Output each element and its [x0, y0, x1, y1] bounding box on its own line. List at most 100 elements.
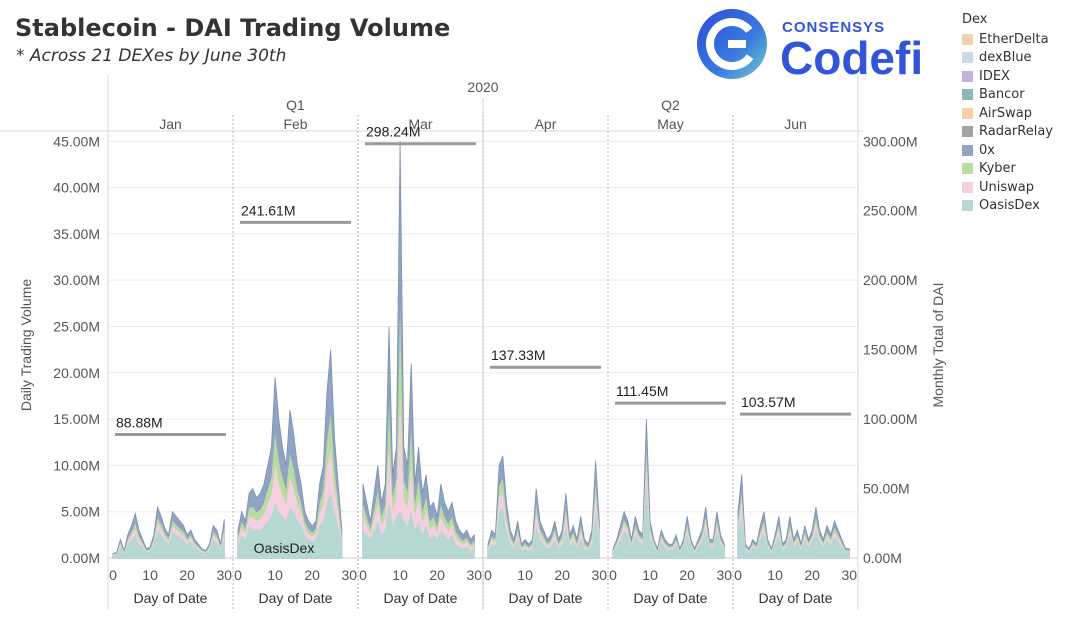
y-tick-label: 10.00M — [53, 457, 100, 473]
y2-tick-label: 100.00M — [863, 411, 917, 427]
legend-item: IDEX — [962, 67, 1072, 86]
area-oasisdex — [488, 507, 600, 558]
legend-item: EtherDelta — [962, 30, 1072, 49]
x-tick-label: 0 — [109, 567, 117, 583]
legend-title: Dex — [962, 12, 988, 27]
legend-swatch — [962, 33, 973, 45]
y-tick-label: 30.00M — [53, 272, 100, 288]
y2-tick-label: 150.00M — [863, 342, 917, 358]
month-header: Feb — [283, 116, 307, 132]
x-axis-title: Day of Date — [759, 590, 833, 606]
y-tick-label: 40.00M — [53, 180, 100, 196]
legend-label: AirSwap — [979, 105, 1032, 121]
legend-label: RadarRelay — [979, 124, 1053, 140]
monthly-total-label: 111.45M — [616, 383, 668, 399]
x-tick-label: 10 — [767, 567, 783, 583]
x-tick-label: 10 — [642, 567, 658, 583]
x-axis-title: Day of Date — [259, 590, 333, 606]
quarter-header: Q1 — [286, 97, 305, 113]
area-oasisdex — [238, 493, 342, 558]
area-oasisdex — [613, 483, 725, 558]
y-tick-label: 20.00M — [53, 365, 100, 381]
legend-swatch — [962, 144, 973, 156]
legend-item: Bancor — [962, 86, 1072, 105]
x-tick-label: 20 — [679, 567, 695, 583]
x-axis-title: Day of Date — [509, 590, 583, 606]
y2-tick-label: 0.00M — [863, 550, 902, 566]
legend-label: EtherDelta — [979, 31, 1049, 47]
monthly-total-label: 137.33M — [491, 347, 545, 363]
area-0x — [487, 455, 600, 559]
monthly-total-label: 88.88M — [116, 415, 163, 431]
quarter-header: Q2 — [661, 97, 680, 113]
y-tick-label: 45.00M — [53, 133, 100, 149]
legend-item: OasisDex — [962, 197, 1072, 216]
month-header: Jun — [784, 116, 807, 132]
legend-label: dexBlue — [979, 50, 1032, 66]
y-tick-label: 35.00M — [53, 226, 100, 242]
area-oasisdex — [113, 530, 225, 558]
y-tick-label: 25.00M — [53, 318, 100, 334]
x-tick-label: 30 — [217, 567, 233, 583]
month-header: Mar — [408, 116, 432, 132]
legend: Dex EtherDelta dexBlue IDEX Bancor AirSw… — [962, 12, 1072, 215]
year-header: 2020 — [467, 79, 498, 95]
legend-item: Kyber — [962, 160, 1072, 179]
area-uniswap — [488, 491, 600, 558]
x-tick-label: 30 — [842, 567, 858, 583]
legend-item: RadarRelay — [962, 123, 1072, 142]
legend-swatch — [962, 200, 973, 212]
y2-tick-label: 50.00M — [863, 481, 910, 497]
x-tick-label: 0 — [234, 567, 242, 583]
x-tick-label: 20 — [804, 567, 820, 583]
y-tick-label: 5.00M — [61, 504, 100, 520]
legend-swatch — [962, 181, 973, 193]
month-header: May — [657, 116, 683, 132]
legend-item: Uniswap — [962, 178, 1072, 197]
x-tick-label: 0 — [359, 567, 367, 583]
legend-swatch — [962, 52, 973, 64]
x-tick-label: 10 — [517, 567, 533, 583]
legend-item: dexBlue — [962, 49, 1072, 68]
x-tick-label: 0 — [609, 567, 617, 583]
area-oasisdex — [363, 502, 475, 558]
y2-tick-label: 250.00M — [863, 203, 917, 219]
x-tick-label: 10 — [392, 567, 408, 583]
x-tick-label: 10 — [142, 567, 158, 583]
codefi-logo-mark — [697, 9, 767, 79]
legend-swatch — [962, 70, 973, 82]
y2-tick-label: 300.00M — [863, 133, 917, 149]
chart-title: Stablecoin - DAI Trading Volume — [15, 14, 451, 42]
legend-swatch — [962, 163, 973, 175]
x-axis-title: Day of Date — [384, 590, 458, 606]
x-tick-label: 30 — [592, 567, 608, 583]
x-tick-label: 0 — [734, 567, 742, 583]
monthly-total-label: 103.57M — [741, 394, 795, 410]
x-tick-label: 10 — [267, 567, 283, 583]
month-header: Apr — [535, 116, 557, 132]
legend-label: Bancor — [979, 87, 1025, 103]
x-tick-label: 20 — [179, 567, 195, 583]
monthly-total-label: 298.24M — [366, 124, 420, 140]
x-tick-label: 20 — [304, 567, 320, 583]
x-tick-label: 30 — [467, 567, 483, 583]
legend-label: Uniswap — [979, 179, 1034, 195]
y-tick-label: 15.00M — [53, 411, 100, 427]
x-tick-label: 30 — [342, 567, 358, 583]
area-oasisdex — [738, 513, 850, 558]
legend-swatch — [962, 89, 973, 101]
area-kyber — [488, 479, 600, 558]
logo-big-text: Codefi — [780, 32, 923, 82]
area-label-oasisdex: OasisDex — [254, 540, 315, 556]
month-header: Jan — [159, 116, 182, 132]
y-axis-title: Daily Trading Volume — [18, 279, 34, 412]
x-tick-label: 30 — [717, 567, 733, 583]
legend-label: IDEX — [979, 68, 1010, 84]
codefi-logo: CONSENSYS Codefi — [697, 9, 923, 82]
legend-swatch — [962, 126, 973, 138]
y2-axis-title: Monthly Total of DAI — [930, 282, 946, 407]
legend-label: OasisDex — [979, 198, 1040, 214]
x-tick-label: 0 — [484, 567, 492, 583]
legend-label: 0x — [979, 142, 995, 158]
